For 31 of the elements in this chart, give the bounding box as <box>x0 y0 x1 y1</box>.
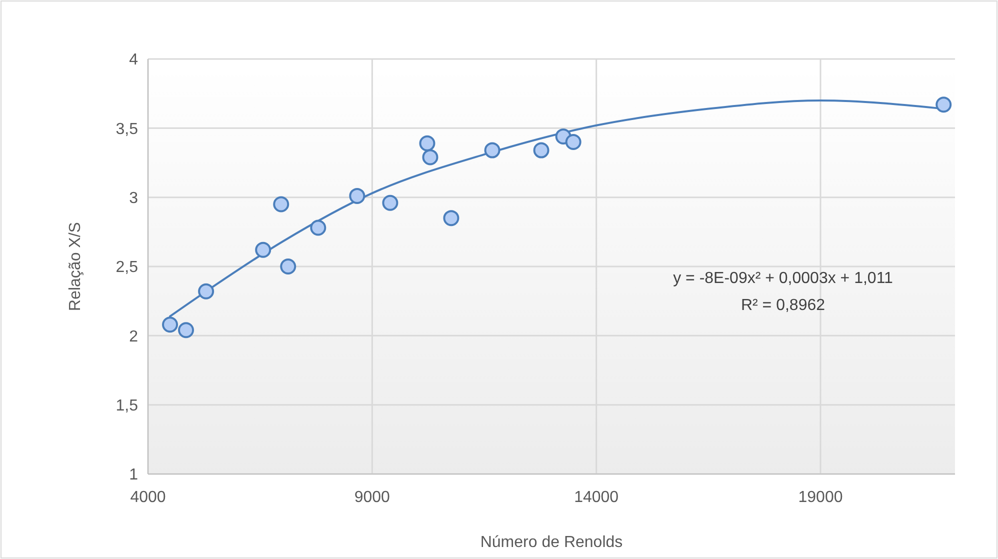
y-tick-label: 4 <box>129 52 138 69</box>
x-tick-label: 14000 <box>574 489 619 506</box>
y-axis-title: Relação X/S <box>67 222 84 311</box>
point <box>310 220 326 236</box>
y-tick-label: 2,5 <box>116 259 138 276</box>
x-tick-label: 4000 <box>130 489 166 506</box>
point <box>422 149 438 166</box>
annotation: R² = 0,8962 <box>740 297 826 314</box>
y-tick-label: 3 <box>129 190 138 207</box>
point <box>280 258 296 274</box>
point <box>382 194 398 211</box>
point <box>178 322 194 338</box>
point <box>255 242 272 258</box>
point <box>443 210 460 226</box>
x-tick-label: 19000 <box>798 489 843 506</box>
y-tick-label: 3,5 <box>116 120 138 138</box>
point <box>349 188 366 204</box>
annotation: y = -8E-09x² + 0,0003x + 1,011 <box>673 270 894 287</box>
point <box>273 196 290 212</box>
point <box>936 96 952 113</box>
point <box>162 316 178 333</box>
point <box>484 142 500 158</box>
y-tick-label: 2 <box>129 328 138 346</box>
point <box>533 142 550 158</box>
x-tick-label: 9000 <box>354 489 390 506</box>
point <box>565 134 582 150</box>
point <box>198 283 214 300</box>
point <box>419 135 436 152</box>
y-tick-label: 1,5 <box>116 397 138 414</box>
x-axis-title: Número de Renolds <box>480 534 623 551</box>
y-tick-label: 1 <box>129 466 138 484</box>
